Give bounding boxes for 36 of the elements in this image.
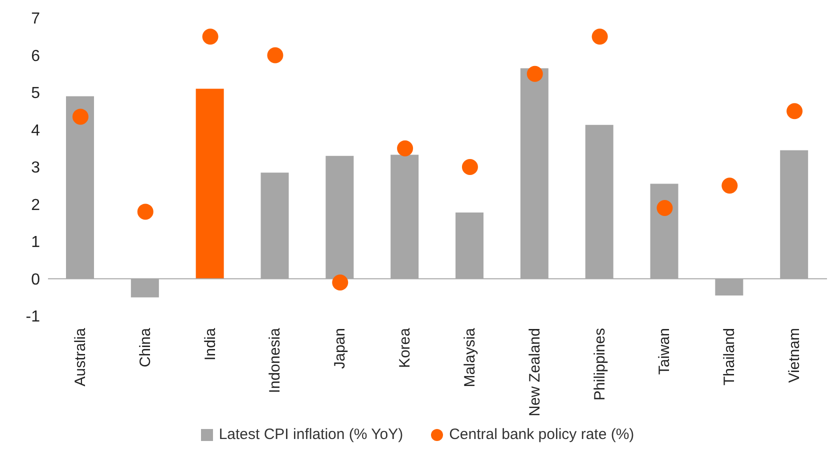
- legend-label: Latest CPI inflation (% YoY): [218, 426, 404, 443]
- x-tick-label: Taiwan: [656, 328, 674, 375]
- point: [462, 159, 478, 175]
- y-tick-label: 7: [31, 10, 40, 28]
- y-tick-label: 3: [31, 160, 40, 177]
- point: [786, 103, 803, 120]
- point: [397, 140, 414, 156]
- y-tick-label: 0: [31, 271, 40, 288]
- point: [137, 204, 154, 220]
- y-tick-label: 5: [31, 85, 40, 102]
- y-tick-label: 2: [31, 196, 40, 214]
- bar: [196, 88, 224, 279]
- point: [332, 274, 348, 290]
- x-tick-label: Japan: [332, 328, 349, 369]
- point: [526, 66, 543, 82]
- point: [592, 28, 608, 45]
- x-tick-label: Philippines: [591, 328, 608, 401]
- x-tick-label: China: [136, 327, 154, 368]
- x-tick-label: Korea: [396, 327, 414, 368]
- x-tick-label: Australia: [72, 327, 89, 386]
- x-tick-label: Malaysia: [461, 327, 478, 388]
- x-tick-label: Vietnam: [786, 328, 804, 383]
- x-tick-label: Thailand: [721, 328, 738, 386]
- legend-label: Central bank policy rate (%): [448, 426, 634, 443]
- x-tick-label: New Zealand: [526, 328, 544, 416]
- y-tick-label: 1: [31, 234, 40, 252]
- point: [72, 108, 88, 125]
- point: [202, 28, 218, 45]
- point: [656, 200, 673, 216]
- y-tick-label: 4: [31, 122, 40, 140]
- x-tick-label: India: [202, 327, 219, 361]
- x-tick-label: Indonesia: [266, 327, 284, 394]
- point: [722, 178, 738, 194]
- y-tick-label: -1: [26, 308, 40, 326]
- point: [267, 47, 284, 64]
- y-tick-label: 6: [31, 48, 40, 65]
